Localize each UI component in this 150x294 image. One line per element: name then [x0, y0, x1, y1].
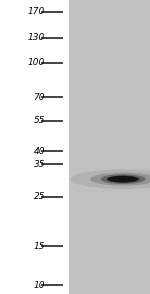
Ellipse shape: [90, 173, 150, 186]
Bar: [69, 0, 150, 294]
Text: 70: 70: [33, 93, 45, 102]
Text: 100: 100: [28, 59, 45, 67]
Ellipse shape: [100, 174, 146, 184]
Ellipse shape: [70, 169, 150, 189]
Ellipse shape: [106, 176, 140, 183]
Text: 35: 35: [33, 160, 45, 169]
Text: 15: 15: [33, 242, 45, 250]
Text: 55: 55: [33, 116, 45, 125]
Text: 10: 10: [33, 281, 45, 290]
Text: 25: 25: [33, 192, 45, 201]
Ellipse shape: [108, 176, 138, 182]
Text: 40: 40: [33, 147, 45, 156]
Text: 170: 170: [28, 7, 45, 16]
Text: 130: 130: [28, 33, 45, 42]
